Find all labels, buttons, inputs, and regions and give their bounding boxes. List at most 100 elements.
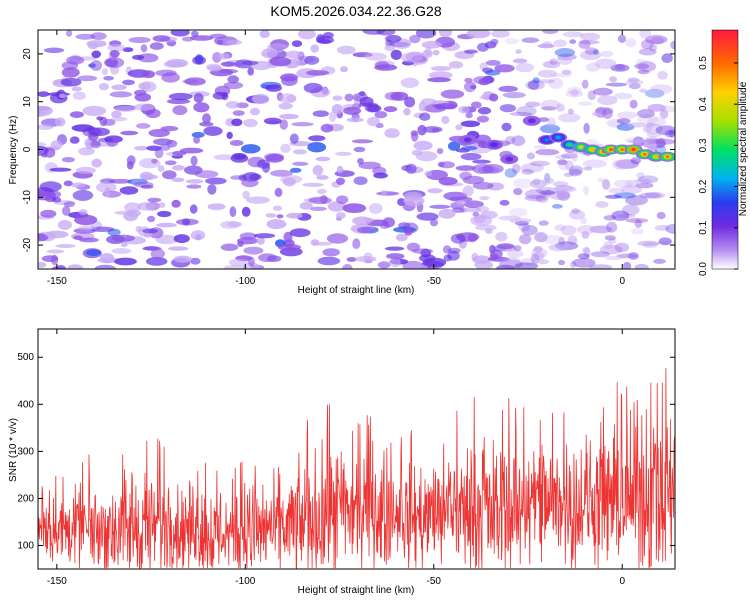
spectrogram-cell (524, 189, 547, 200)
spectrogram-cell (603, 241, 613, 250)
spectrogram-cell (533, 246, 543, 253)
spectrogram-cell (515, 63, 535, 73)
spectrogram-cell (448, 141, 461, 151)
spectrogram-cell (533, 252, 545, 261)
x-tick-label: 0 (619, 576, 625, 587)
spectrogram-cell (577, 225, 596, 235)
spectrogram-cell (231, 118, 243, 127)
spectrogram-cell (404, 96, 416, 108)
spectrogram-cell (111, 110, 122, 118)
spectrogram-cell (542, 60, 561, 69)
spectrogram-cell (520, 163, 544, 173)
spectrogram-cell (431, 127, 440, 133)
spectrogram-cell (590, 251, 610, 258)
spectrogram-cell (654, 224, 670, 231)
spectrogram-cell (96, 116, 104, 121)
spectrogram-cell (310, 44, 320, 53)
spectrogram-cell (625, 179, 639, 188)
spectrogram-cell (491, 30, 510, 38)
spectrogram-cell (539, 124, 561, 134)
spectrogram-cell (145, 257, 168, 266)
spectrogram-cell (377, 261, 391, 269)
spectrogram-cell (110, 50, 120, 58)
spectrogram-cell (69, 111, 84, 118)
spectrogram-cell (279, 119, 288, 130)
spectrogram-cell (240, 144, 261, 154)
spectrogram-cell (143, 246, 159, 251)
spectrogram-cell (258, 253, 277, 263)
spectrogram-cell (395, 233, 408, 242)
spectrogram-cell (336, 195, 349, 205)
spectrogram-cell (285, 50, 302, 59)
colorbar-tick-label: 0.4 (698, 97, 709, 111)
spectrogram-cell (137, 53, 159, 63)
spectrogram-cell (257, 159, 270, 169)
spectrogram-cell (67, 264, 84, 269)
spectrogram-cell (143, 231, 153, 238)
spectrogram-cell (665, 223, 675, 234)
spectrogram-cell (172, 165, 185, 171)
spectrogram-cell (464, 49, 478, 54)
spectrogram-cell (542, 177, 551, 186)
spectrogram-cell (122, 79, 135, 86)
spectrogram-cell (501, 122, 512, 132)
spectrogram-cell (150, 248, 165, 260)
spectrogram-cell (515, 49, 522, 54)
spectrogram-cell (570, 88, 579, 97)
spectrogram-cell (128, 36, 151, 44)
spectrogram-cell (400, 77, 419, 88)
spectrogram-cell (160, 125, 179, 132)
spectrogram-cell (38, 145, 49, 156)
spectrogram-cell (521, 225, 538, 236)
spectrogram-cell (60, 77, 82, 87)
spectrogram-cell (149, 42, 164, 50)
spectrogram-cell (556, 56, 573, 65)
spectrogram-cell (238, 174, 247, 182)
spectrogram-cell (637, 109, 655, 119)
spectrogram-cell (654, 138, 675, 145)
spectrogram-cell (193, 102, 210, 113)
spectrogram-cell (439, 161, 455, 169)
spectrogram-cell (636, 58, 647, 67)
spectrogram-cell (525, 80, 545, 90)
spectrogram-cell (342, 263, 353, 269)
spectrogram-cell (346, 257, 357, 262)
spectrogram-cell (158, 202, 166, 209)
spectrogram-cell (207, 203, 226, 211)
spectrogram-cell (549, 58, 558, 65)
spectrogram-cell (519, 234, 532, 245)
spectrogram-cell (552, 181, 569, 187)
spectrogram-cell (472, 164, 494, 174)
spectrogram-cell (561, 153, 578, 159)
spectrogram-cell (581, 231, 590, 239)
spectrogram-signal-point (529, 119, 534, 123)
spectrogram-cell (385, 34, 402, 43)
snr-panel: -150 -100 -50 0 100 200 300 400 500 Height of st… (8, 328, 676, 596)
spectrogram-cell (384, 246, 405, 251)
spectrogram-cell (336, 177, 345, 185)
spectrogram-cell (494, 64, 515, 73)
spectrogram-cell (477, 107, 492, 115)
spectrogram-cell (140, 174, 158, 180)
spectrogram-cell (476, 115, 489, 123)
spectrogram-cell (609, 76, 617, 83)
spectrogram-cell (415, 151, 438, 162)
spectrogram-cell (232, 110, 245, 116)
spectrogram-signal-point (544, 138, 549, 142)
spectrogram-cell (261, 48, 278, 59)
y-tick-label: -20 (22, 237, 33, 252)
spectrogram-cell (270, 169, 293, 177)
spectrogram-cell (307, 142, 327, 153)
spectrogram-cell (583, 185, 590, 196)
spectrogram-cell (193, 136, 201, 144)
spectrogram-cell (405, 163, 417, 174)
spectrogram-cell (71, 182, 86, 188)
spectrogram-cell (241, 206, 251, 217)
spectrogram-cell (159, 144, 171, 151)
spectrogram-cell (579, 40, 600, 45)
spectrogram-cell (415, 30, 437, 39)
spectrogram-signal-point (556, 136, 561, 139)
spectrogram-cell (203, 126, 223, 136)
spectrogram-cell (98, 137, 114, 143)
